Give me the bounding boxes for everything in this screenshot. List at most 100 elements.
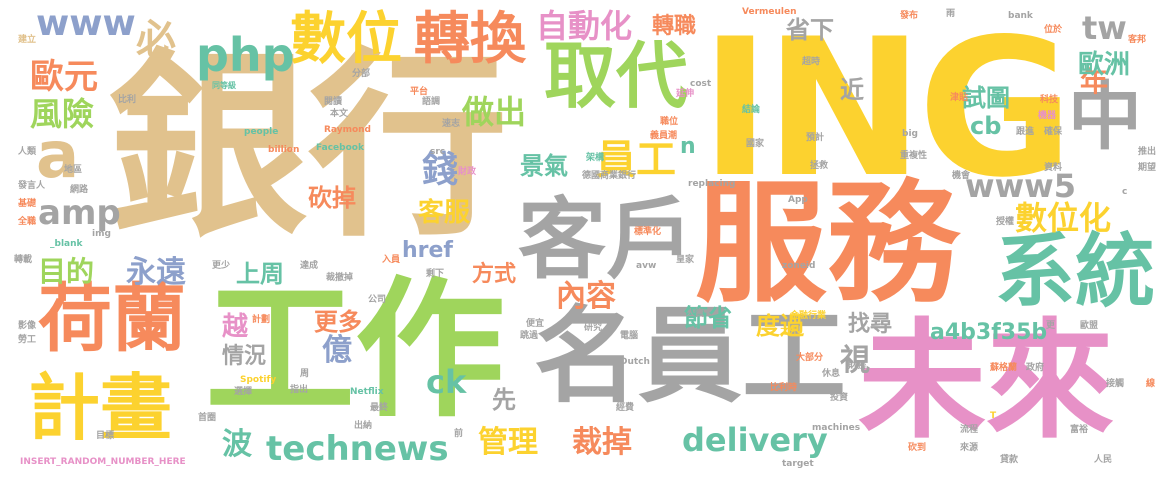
- cloud-word: 資料: [1044, 163, 1063, 173]
- cloud-word: 投資: [830, 393, 849, 403]
- cloud-word: 砍到: [908, 443, 927, 453]
- cloud-word: 超時: [802, 57, 821, 67]
- cloud-word: 機會: [952, 171, 971, 181]
- cloud-word: 試圖: [962, 84, 1010, 112]
- cloud-word: 越: [222, 312, 249, 342]
- cloud-word: 客服: [418, 198, 471, 228]
- cloud-word: 錢: [416, 150, 457, 186]
- cloud-word: 上周: [236, 260, 284, 288]
- cloud-word: machines: [812, 423, 861, 433]
- cloud-word: cost: [690, 79, 712, 89]
- cloud-word: 管理: [478, 425, 538, 460]
- cloud-word: 前: [454, 429, 464, 439]
- cloud-word: 人類: [18, 147, 37, 157]
- cloud-word: 跳過: [520, 331, 539, 341]
- cloud-word: 內容: [556, 279, 616, 314]
- cloud-word: 銀行: [108, 31, 509, 264]
- cloud-word: Facebook: [316, 143, 364, 153]
- cloud-word: 經費: [616, 403, 635, 413]
- cloud-word: www: [36, 3, 136, 44]
- cloud-word: 數位化: [1015, 199, 1112, 237]
- cloud-word: 名員工: [534, 295, 847, 417]
- cloud-word: 首圈: [198, 413, 217, 423]
- cloud-word: 工作: [205, 264, 506, 438]
- cloud-word: Spotify: [240, 375, 277, 385]
- cloud-word: AI: [1044, 149, 1055, 159]
- cloud-word: 計劃: [252, 315, 271, 325]
- cloud-word: a: [36, 119, 80, 193]
- cloud-word: 德國商業銀行: [582, 171, 637, 181]
- cloud-word: 平台: [410, 87, 429, 97]
- cloud-word: 近: [840, 76, 864, 104]
- cloud-word: 同等級: [212, 81, 236, 90]
- cloud-word: 年: [1080, 65, 1109, 98]
- cloud-word: 裁掉: [572, 425, 632, 460]
- cloud-word: 貸款: [1000, 455, 1019, 465]
- cloud-word: 景氣: [520, 152, 568, 180]
- cloud-word: 中: [1068, 74, 1142, 160]
- cloud-word: 裁撤掉: [326, 273, 354, 283]
- cloud-word: 建立: [18, 35, 37, 45]
- cloud-word: 比利時: [770, 383, 798, 393]
- cloud-word: 架構: [586, 153, 605, 163]
- cloud-word: 跟進: [1016, 127, 1035, 137]
- cloud-word: 波: [222, 427, 252, 462]
- cloud-word: 做出: [462, 93, 527, 131]
- cloud-word: a4b3f35b: [930, 320, 1048, 345]
- cloud-word: 接觸: [1106, 379, 1125, 389]
- cloud-word: 影像: [18, 321, 37, 331]
- cloud-word: 財務: [848, 361, 867, 371]
- cloud-word: 之外: [780, 327, 799, 337]
- cloud-word: 速志: [442, 119, 461, 129]
- cloud-word: people: [244, 127, 279, 137]
- cloud-word: 度過: [756, 312, 804, 340]
- cloud-word: www5: [965, 167, 1076, 205]
- cloud-word: 國家: [746, 139, 765, 149]
- cloud-word: 歐洲: [1078, 50, 1131, 80]
- cloud-word: 重複性: [900, 151, 928, 161]
- cloud-word: 轉換: [414, 7, 526, 72]
- cloud-word: Dutch: [620, 357, 650, 367]
- cloud-word: ING: [700, 0, 1074, 219]
- cloud-word: 發布: [900, 11, 919, 21]
- cloud-word: 標準化: [634, 227, 662, 237]
- cloud-word: Netflix: [350, 387, 384, 397]
- cloud-word: 發言人: [18, 181, 46, 191]
- cloud-word: 便宜: [526, 319, 545, 329]
- cloud-word: technews: [266, 429, 449, 469]
- cloud-word: src: [430, 147, 446, 157]
- cloud-word: php: [196, 28, 295, 82]
- cloud-word: cb: [970, 112, 1002, 140]
- cloud-word: avw: [636, 261, 657, 271]
- cloud-word: 服務: [695, 167, 959, 321]
- cloud-word: 必: [136, 17, 176, 63]
- cloud-word: INSERT_RANDOM_NUMBER_HERE: [20, 457, 186, 467]
- cloud-word: 職位: [660, 117, 679, 127]
- cloud-word: 更: [1046, 321, 1056, 331]
- cloud-word: 推出: [1138, 147, 1157, 157]
- cloud-word: 研究: [584, 323, 603, 333]
- cloud-word: replacing: [688, 179, 736, 189]
- cloud-word: 機器: [1038, 111, 1057, 121]
- cloud-word: 線: [1146, 379, 1156, 389]
- cloud-word: 更多: [314, 308, 362, 336]
- cloud-word: T: [990, 411, 997, 421]
- cloud-word: 富裕: [1070, 425, 1089, 435]
- cloud-word: 先: [492, 386, 516, 414]
- cloud-word: 周: [300, 369, 310, 379]
- cloud-word: 位於: [1044, 25, 1063, 35]
- cloud-word: 客邦: [1128, 35, 1147, 45]
- cloud-word: 休息: [822, 369, 841, 379]
- cloud-word: 更少: [212, 261, 231, 271]
- cloud-word: 授權: [996, 217, 1015, 227]
- cloud-word: 轉職: [652, 14, 697, 39]
- cloud-word: 轉載: [14, 255, 33, 265]
- cloud-word: 未來: [858, 307, 1115, 456]
- cloud-word: 蘇格蘭: [990, 363, 1018, 373]
- cloud-word: delivery: [682, 421, 828, 459]
- cloud-word: 人資: [686, 309, 705, 319]
- cloud-word: Raymond: [324, 125, 372, 135]
- cloud-word: 科技: [1040, 95, 1059, 105]
- cloud-word: 員工: [596, 137, 676, 183]
